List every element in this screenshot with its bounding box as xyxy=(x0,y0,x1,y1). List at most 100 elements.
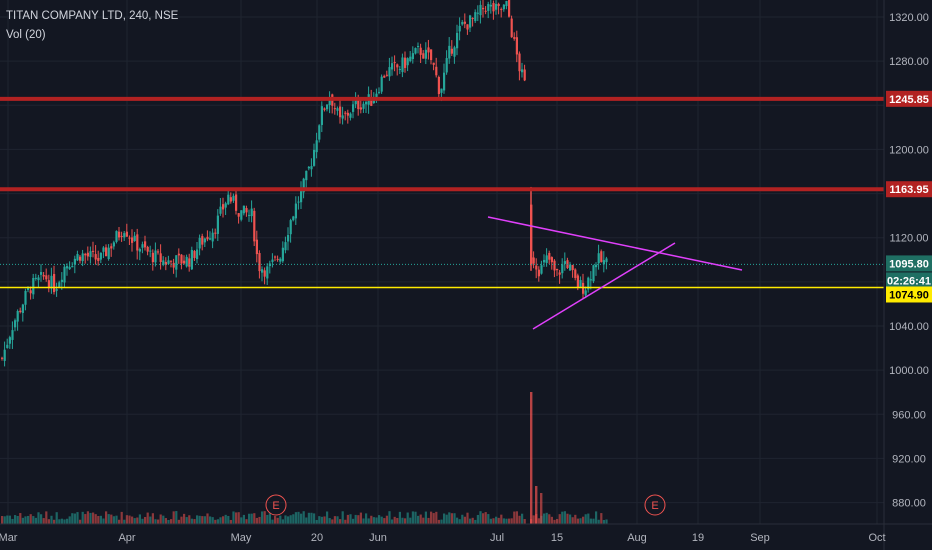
volume-bar xyxy=(8,515,11,524)
volume-bar xyxy=(336,516,339,524)
volume-bar xyxy=(320,516,323,524)
volume-bar xyxy=(326,511,329,524)
candle-body xyxy=(177,253,180,256)
volume-bar xyxy=(378,515,381,524)
volume-bar xyxy=(183,513,186,524)
time-tick-label: Oct xyxy=(868,532,885,544)
candle-body xyxy=(274,256,277,258)
time-tick-label: 19 xyxy=(692,532,704,544)
candle-body xyxy=(401,57,404,73)
candle-body xyxy=(16,310,19,322)
candle-body xyxy=(6,344,9,348)
volume-bar xyxy=(396,517,399,524)
candle-body xyxy=(253,210,256,242)
candle-body xyxy=(553,260,556,271)
time-tick-label: Jul xyxy=(490,532,504,544)
volume-bar xyxy=(271,519,274,524)
volume-bar xyxy=(518,515,521,524)
candle-body xyxy=(112,242,115,247)
candle-body xyxy=(497,3,500,7)
volume-bar xyxy=(414,511,417,524)
time-tick-label: Jun xyxy=(369,532,387,544)
volume-bar xyxy=(563,511,566,524)
candle-body xyxy=(63,266,66,283)
candle-body xyxy=(284,242,287,251)
volume-bar xyxy=(222,516,225,524)
candle-body xyxy=(42,274,45,277)
candle-body xyxy=(141,244,144,248)
volume-bar xyxy=(508,518,511,524)
volume-bar xyxy=(162,515,165,524)
volume-bar xyxy=(201,516,204,524)
candle-body xyxy=(149,250,152,252)
candle-body xyxy=(76,254,79,261)
volume-bar xyxy=(216,519,219,524)
volume-bar xyxy=(553,519,556,524)
candle-body xyxy=(550,257,553,263)
volume-bar xyxy=(589,518,592,524)
volume-bar xyxy=(597,519,600,524)
volume-bar xyxy=(574,514,577,524)
candle-body xyxy=(398,69,401,71)
candle-body xyxy=(235,194,238,211)
candle-body xyxy=(589,279,592,281)
candle-body xyxy=(500,9,503,11)
volume-bar xyxy=(545,512,548,524)
candle-body xyxy=(344,112,347,114)
candle-body xyxy=(206,236,209,240)
volume-bar xyxy=(398,511,401,524)
candle-body xyxy=(27,287,30,291)
candle-body xyxy=(14,320,17,328)
candle-body xyxy=(375,93,378,99)
candle-body xyxy=(123,233,126,238)
candle-body xyxy=(323,108,326,110)
candle-body xyxy=(563,261,566,264)
volume-bar xyxy=(495,516,498,524)
candle-body xyxy=(55,289,58,291)
volume-bar xyxy=(185,517,188,524)
volume-bar xyxy=(537,518,540,524)
candle-body xyxy=(476,12,479,14)
candle-body xyxy=(86,252,89,257)
candle-body xyxy=(125,231,128,237)
volume-bar xyxy=(530,392,533,524)
volume-bar xyxy=(383,518,386,524)
volume-bar xyxy=(532,515,535,524)
candle-body xyxy=(170,260,173,262)
volume-bar xyxy=(357,515,360,524)
volume-bar xyxy=(307,512,310,524)
triangle-upper-trendline xyxy=(487,216,743,271)
time-tick-label: Mar xyxy=(0,532,18,544)
candle-body xyxy=(276,258,279,260)
candle-body xyxy=(471,17,474,19)
volume-bar xyxy=(53,519,56,524)
earnings-marker-label: E xyxy=(272,500,279,512)
candle-body xyxy=(19,310,22,313)
candle-body xyxy=(138,249,141,252)
candle-body xyxy=(378,91,381,93)
candle-body xyxy=(532,257,535,264)
candle-body xyxy=(320,106,323,125)
candle-body xyxy=(569,264,572,271)
volume-bar xyxy=(14,515,17,524)
candle-body xyxy=(1,357,4,359)
candle-body xyxy=(326,104,329,110)
volume-bar xyxy=(144,516,147,524)
candle-body xyxy=(310,166,313,170)
candle-body xyxy=(271,259,274,262)
volume-bar xyxy=(198,515,201,524)
volume-bar xyxy=(424,511,427,524)
candle-body xyxy=(232,195,235,201)
volume-bar xyxy=(365,513,368,524)
candle-body xyxy=(537,269,540,277)
volume-bar xyxy=(432,513,435,524)
volume-bar xyxy=(339,519,342,524)
candle-body xyxy=(443,72,446,91)
volume-bar xyxy=(331,519,334,524)
volume-bar xyxy=(443,513,446,524)
volume-bar xyxy=(388,511,391,524)
candle-body xyxy=(32,277,35,295)
candle-body xyxy=(94,254,97,260)
candle-body xyxy=(258,253,261,272)
